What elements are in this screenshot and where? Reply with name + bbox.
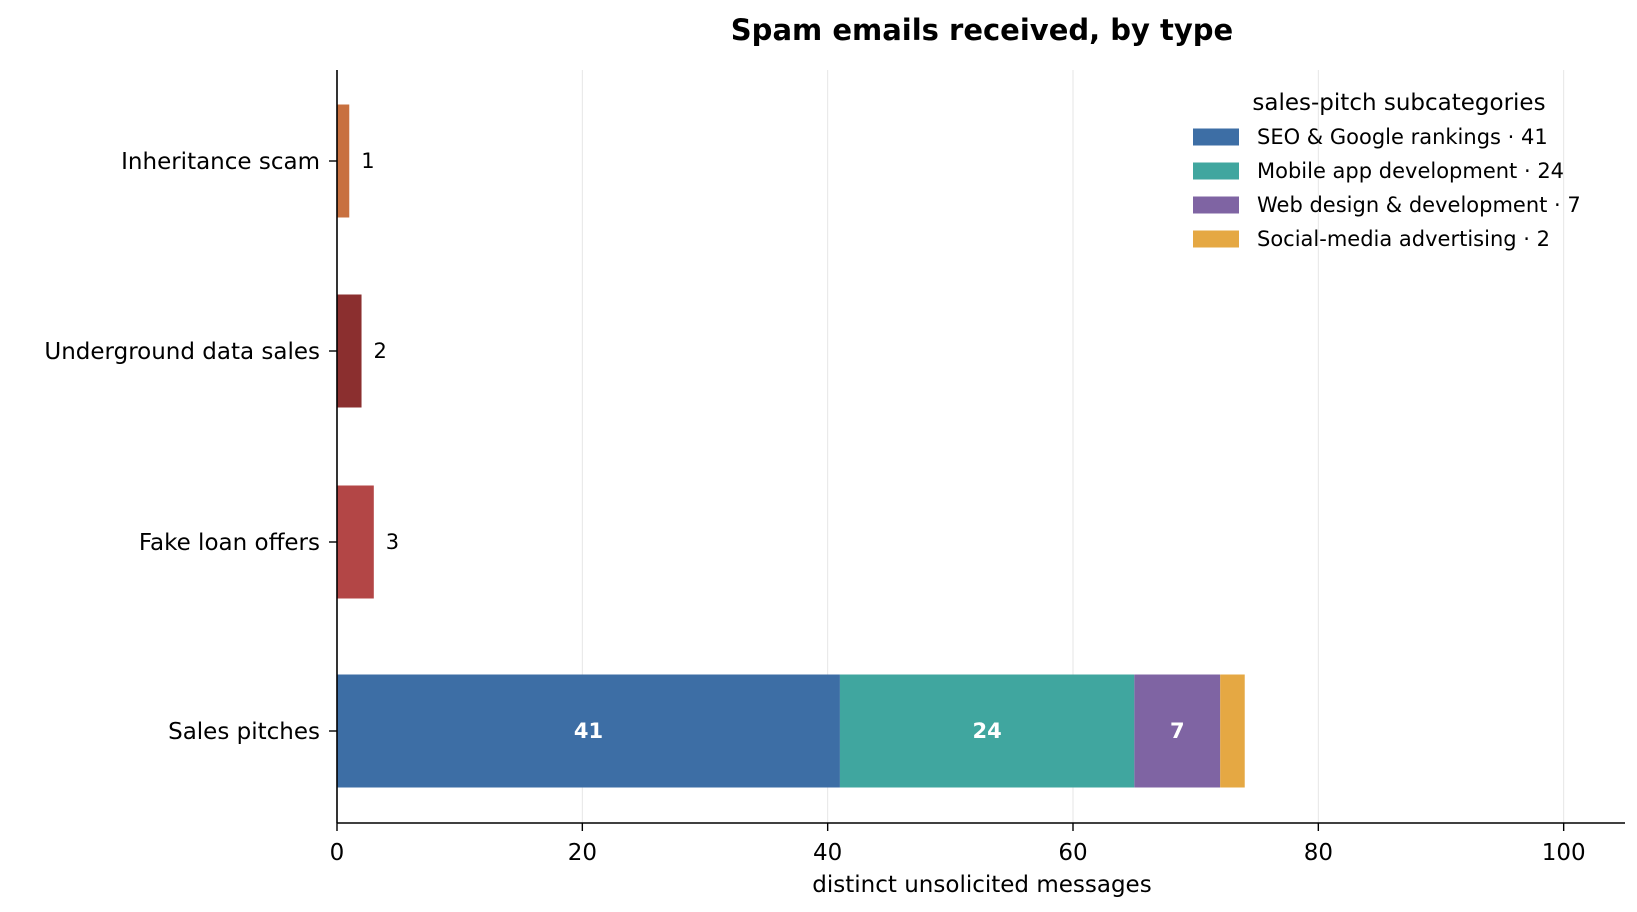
legend-swatch — [1193, 162, 1239, 180]
stacked-segment — [337, 674, 840, 788]
y-tick-label: Sales pitches — [168, 719, 320, 745]
stacked-segment — [1220, 674, 1245, 788]
bar — [337, 294, 362, 408]
legend-entry-label: Social-media advertising · 2 — [1257, 227, 1550, 251]
legend-entry-label: SEO & Google rankings · 41 — [1257, 125, 1548, 149]
x-axis-label: distinct unsolicited messages — [812, 872, 1151, 898]
segment-value-label: 24 — [973, 719, 1002, 743]
legend-title: sales-pitch subcategories — [1252, 90, 1545, 116]
labels: 1 2 3 41 24 7 0 20 40 60 80 100 Sales pitches Fake lo… — [44, 149, 1585, 866]
bar-value-label: 3 — [386, 530, 399, 554]
segment-value-label: 7 — [1170, 719, 1185, 743]
y-tick-label: Underground data sales — [44, 339, 320, 365]
legend-swatch — [1193, 230, 1239, 248]
x-tick-label: 80 — [1304, 840, 1333, 866]
legend: sales-pitch subcategories SEO & Google r… — [1193, 90, 1581, 251]
bar — [337, 104, 350, 218]
x-tick-label: 20 — [568, 840, 597, 866]
legend-swatch — [1193, 128, 1239, 146]
x-tick-label: 0 — [330, 840, 345, 866]
segment-value-label: 41 — [574, 719, 603, 743]
bars — [337, 104, 1245, 788]
bar-value-label: 1 — [361, 149, 374, 173]
legend-entry-label: Web design & development · 7 — [1257, 193, 1581, 217]
x-tick-label: 100 — [1542, 840, 1586, 866]
stacked-segment — [1134, 674, 1221, 788]
bar-value-label: 2 — [374, 339, 387, 363]
y-tick-label: Fake loan offers — [139, 530, 320, 556]
legend-swatch — [1193, 196, 1239, 214]
bar — [337, 485, 374, 599]
axes — [329, 70, 1625, 831]
legend-entry-label: Mobile app development · 24 — [1257, 159, 1564, 183]
stacked-segment — [839, 674, 1135, 788]
y-tick-label: Inheritance scam — [121, 149, 320, 175]
chart-title: Spam emails received, by type — [731, 13, 1233, 47]
x-tick-label: 40 — [813, 840, 842, 866]
x-tick-label: 60 — [1058, 840, 1087, 866]
